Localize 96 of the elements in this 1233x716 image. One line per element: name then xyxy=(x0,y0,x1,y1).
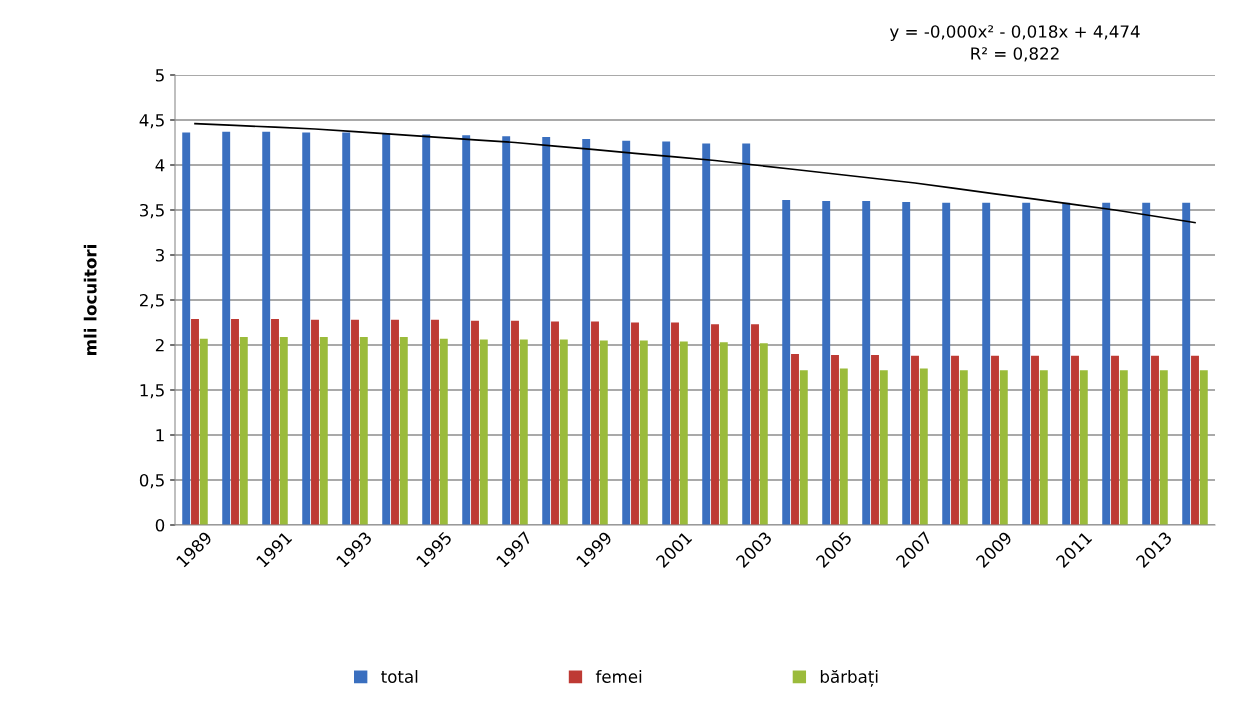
legend-label: bărbați xyxy=(820,669,878,687)
bar xyxy=(1199,370,1208,525)
bar xyxy=(991,355,999,525)
bar xyxy=(559,339,568,525)
bar xyxy=(1191,355,1199,525)
bar xyxy=(551,321,559,525)
bar xyxy=(599,340,608,525)
y-tick-label: 0 xyxy=(155,518,165,532)
bar xyxy=(799,370,808,525)
y-tick-label: 2,5 xyxy=(139,293,164,309)
text: y = -0,000x² - 0,018x + 4,474 xyxy=(889,25,1140,42)
bar xyxy=(1151,355,1159,525)
bar xyxy=(671,322,679,525)
y-tick-label: 0,5 xyxy=(139,473,164,489)
bar xyxy=(822,201,831,525)
bar xyxy=(191,318,199,525)
bar xyxy=(942,202,951,525)
legend-label: total xyxy=(381,670,418,683)
bar xyxy=(399,336,408,525)
bar xyxy=(862,201,871,525)
bar xyxy=(631,322,639,525)
bar xyxy=(199,338,208,525)
bar xyxy=(279,336,288,525)
bar xyxy=(831,354,839,525)
bar xyxy=(502,136,511,525)
bar xyxy=(759,343,768,525)
bar xyxy=(582,138,591,525)
bar xyxy=(382,133,391,525)
bar xyxy=(959,370,968,525)
bar xyxy=(982,202,991,525)
bar xyxy=(519,339,528,525)
bar xyxy=(839,368,848,525)
bar xyxy=(462,135,471,525)
bar xyxy=(751,324,759,525)
bar xyxy=(311,319,319,525)
y-tick-label: 1 xyxy=(156,429,164,442)
bar xyxy=(622,140,631,525)
text: R² = 0,822 xyxy=(971,47,1059,62)
bar xyxy=(391,319,399,525)
bar xyxy=(342,132,351,525)
y-tick-label: 1,5 xyxy=(140,384,164,399)
bar xyxy=(791,354,799,525)
legend-label: femei xyxy=(595,670,642,683)
line-series xyxy=(194,122,1196,224)
bar xyxy=(351,319,359,525)
bar xyxy=(239,336,248,525)
bar xyxy=(1022,202,1031,525)
bar xyxy=(182,132,191,525)
bar xyxy=(439,338,448,525)
bar xyxy=(1039,370,1048,525)
bar xyxy=(1071,355,1079,525)
bar xyxy=(302,132,311,525)
bar xyxy=(1111,355,1119,525)
bar xyxy=(742,143,751,525)
bar xyxy=(542,137,551,525)
bar xyxy=(359,336,368,525)
y-tick-label: 2 xyxy=(155,338,164,352)
bar xyxy=(879,370,888,525)
bar xyxy=(702,143,711,525)
bar xyxy=(871,354,879,525)
bar xyxy=(271,318,279,525)
bar xyxy=(319,336,328,525)
bar xyxy=(639,340,648,525)
bar xyxy=(782,200,791,525)
bar xyxy=(951,355,959,525)
bar xyxy=(679,341,688,525)
y-tick-label: 4,5 xyxy=(139,114,164,129)
bar xyxy=(1102,202,1111,525)
bar xyxy=(719,342,728,525)
y-tick-label: 5 xyxy=(155,69,164,82)
bar xyxy=(1119,370,1128,525)
bar xyxy=(471,320,479,525)
bar xyxy=(999,370,1008,525)
bar xyxy=(911,355,919,525)
bar xyxy=(1079,370,1088,525)
bar xyxy=(591,321,599,525)
bar xyxy=(511,320,519,525)
bar xyxy=(1062,202,1071,525)
bar xyxy=(662,141,671,525)
y-axis-title: mli locuitori xyxy=(83,245,97,355)
bar xyxy=(222,131,231,525)
bar xyxy=(919,368,928,525)
bar xyxy=(422,134,431,525)
bar xyxy=(479,339,488,525)
bar xyxy=(231,318,239,525)
y-tick-label: 4 xyxy=(155,159,165,172)
bar xyxy=(431,319,439,525)
bar xyxy=(902,201,911,525)
y-tick-label: 3 xyxy=(155,248,164,262)
bar xyxy=(1182,202,1191,525)
bar xyxy=(1031,355,1039,525)
bar xyxy=(1142,202,1151,525)
bar xyxy=(262,131,271,525)
y-tick-label: 3,5 xyxy=(140,203,164,219)
bar xyxy=(711,324,719,525)
bar xyxy=(1159,370,1168,525)
